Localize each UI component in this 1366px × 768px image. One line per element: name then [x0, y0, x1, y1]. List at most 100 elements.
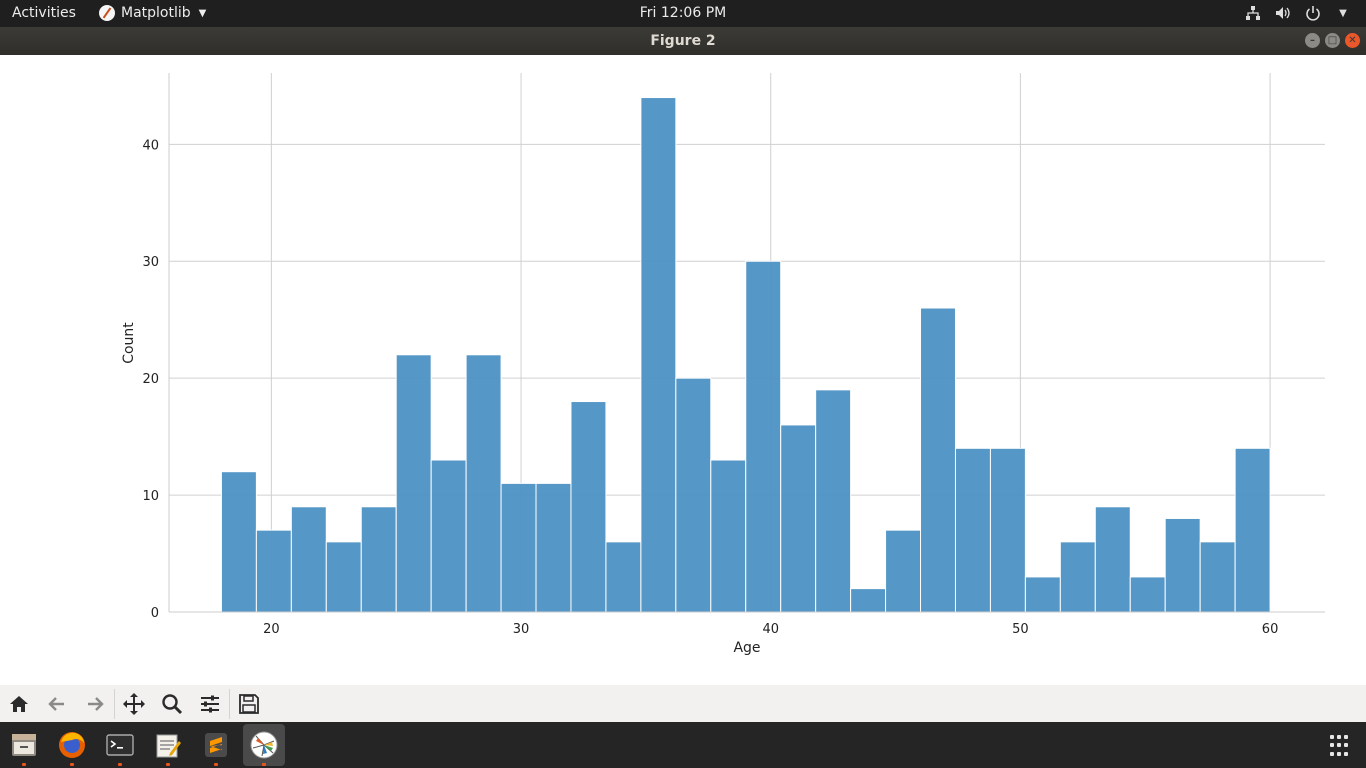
volume-icon[interactable] [1274, 4, 1292, 22]
histogram-bar [989, 447, 1026, 613]
y-tick-label: 10 [142, 489, 159, 504]
maximize-button[interactable]: □ [1325, 33, 1340, 48]
configure-subplots-icon [201, 695, 219, 712]
histogram-bar [1094, 506, 1131, 613]
text-editor-icon [156, 734, 181, 758]
back-button[interactable] [42, 689, 72, 719]
firefox-icon [59, 732, 85, 758]
save-button[interactable] [234, 689, 264, 719]
histogram-bar [1024, 576, 1061, 613]
activities-button[interactable]: Activities [12, 5, 76, 21]
minimize-button[interactable]: – [1305, 33, 1320, 48]
histogram-bar [640, 97, 677, 613]
network-icon[interactable] [1244, 4, 1262, 22]
dock-item-matplotlib[interactable] [243, 724, 285, 766]
histogram-bar [535, 482, 572, 613]
save-icon [239, 693, 259, 714]
clock[interactable]: Fri 12:06 PM [639, 5, 727, 21]
dock-item-firefox[interactable] [51, 724, 93, 766]
y-tick-label: 0 [151, 606, 159, 621]
caret-down-icon: ▼ [198, 7, 207, 19]
x-tick-label: 60 [1262, 622, 1279, 637]
pan-icon [123, 692, 145, 715]
close-button[interactable]: ✕ [1345, 33, 1360, 48]
system-tray[interactable]: ▼ [1244, 4, 1352, 22]
pan-button[interactable] [119, 689, 149, 719]
histogram-bar [290, 506, 327, 613]
window-title: Figure 2 [650, 33, 716, 49]
dock [0, 722, 1366, 768]
toolbar-separator [229, 688, 230, 719]
x-tick-label: 30 [513, 622, 530, 637]
y-tick-label: 20 [142, 372, 159, 387]
toolbar-separator [114, 688, 115, 719]
figure-canvas[interactable]: 20 30 40 50 60 0 10 20 30 40 Age Count [0, 55, 1366, 685]
histogram-bar [954, 447, 991, 613]
x-tick-label: 20 [263, 622, 280, 637]
running-indicator [118, 763, 122, 766]
histogram-bar [885, 529, 922, 613]
sublime-text-icon [205, 733, 227, 757]
running-indicator [262, 763, 266, 766]
histogram-bar [675, 377, 712, 613]
dock-item-files[interactable] [3, 724, 45, 766]
terminal-icon [106, 734, 134, 756]
histogram-bar [220, 471, 257, 613]
power-icon[interactable] [1304, 4, 1322, 22]
histogram-bar [1164, 517, 1201, 613]
app-menu[interactable]: Matplotlib ▼ [99, 5, 206, 21]
forward-icon [88, 696, 104, 711]
histogram-bar [430, 459, 467, 613]
minimize-icon: – [1310, 35, 1315, 46]
histogram-bar [360, 506, 397, 613]
top-bar: Activities Matplotlib ▼ Fri 12:06 PM ▼ [0, 0, 1366, 27]
matplotlib-icon [250, 731, 278, 759]
histogram-bar [1129, 576, 1166, 613]
home-icon [10, 695, 28, 712]
x-tick-label: 40 [762, 622, 779, 637]
zoom-button[interactable] [157, 689, 187, 719]
running-indicator [22, 763, 26, 766]
running-indicator [214, 763, 218, 766]
x-tick-label: 50 [1012, 622, 1029, 637]
dock-item-terminal[interactable] [99, 724, 141, 766]
app-menu-label: Matplotlib [121, 5, 191, 21]
navigation-toolbar [0, 685, 1366, 722]
files-icon [12, 734, 36, 756]
histogram-bar [1059, 541, 1096, 613]
running-indicator [166, 763, 170, 766]
home-button[interactable] [4, 689, 34, 719]
forward-button[interactable] [80, 689, 110, 719]
histogram-bar [745, 260, 782, 613]
zoom-icon [162, 693, 183, 714]
dock-item-text-editor[interactable] [147, 724, 189, 766]
histogram-bar [465, 354, 502, 613]
matplotlib-app-icon [99, 5, 115, 21]
y-tick-label: 40 [142, 138, 159, 153]
histogram-bar [395, 354, 432, 613]
x-axis-label: Age [733, 640, 760, 656]
histogram-bar [570, 401, 607, 613]
axes: 20 30 40 50 60 0 10 20 30 40 [142, 73, 1325, 637]
window-titlebar[interactable]: Figure 2 – □ ✕ [0, 27, 1366, 55]
configure-subplots-button[interactable] [195, 689, 225, 719]
histogram-bar [1199, 541, 1236, 613]
histogram-bar [500, 482, 537, 613]
back-icon [48, 696, 64, 711]
chevron-down-icon[interactable]: ▼ [1339, 7, 1347, 19]
maximize-icon: □ [1327, 35, 1338, 46]
histogram-bar [255, 529, 292, 613]
histogram-bar [325, 541, 362, 613]
bars [220, 97, 1271, 613]
histogram-bar [1234, 447, 1271, 613]
histogram-bar [815, 389, 852, 613]
histogram-bar [710, 459, 747, 613]
histogram-bar [605, 541, 642, 613]
y-tick-label: 30 [142, 255, 159, 270]
histogram-bar [920, 307, 956, 613]
histogram-bar [850, 588, 887, 613]
histogram-chart: 20 30 40 50 60 0 10 20 30 40 Age Count [121, 73, 1325, 656]
show-applications-button[interactable] [1330, 735, 1352, 757]
histogram-bar [780, 424, 817, 613]
dock-item-sublime-text[interactable] [195, 724, 237, 766]
